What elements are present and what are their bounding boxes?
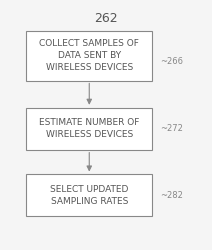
Text: ESTIMATE NUMBER OF
WIRELESS DEVICES: ESTIMATE NUMBER OF WIRELESS DEVICES [39,118,139,139]
Text: ~282: ~282 [160,191,183,200]
Text: SELECT UPDATED
SAMPLING RATES: SELECT UPDATED SAMPLING RATES [50,185,128,206]
FancyBboxPatch shape [26,174,152,216]
Text: ~266: ~266 [160,58,183,66]
Text: COLLECT SAMPLES OF
DATA SENT BY
WIRELESS DEVICES: COLLECT SAMPLES OF DATA SENT BY WIRELESS… [39,40,139,72]
Text: ~272: ~272 [160,124,183,133]
FancyBboxPatch shape [26,31,152,80]
FancyBboxPatch shape [26,108,152,150]
Text: 262: 262 [94,12,118,25]
